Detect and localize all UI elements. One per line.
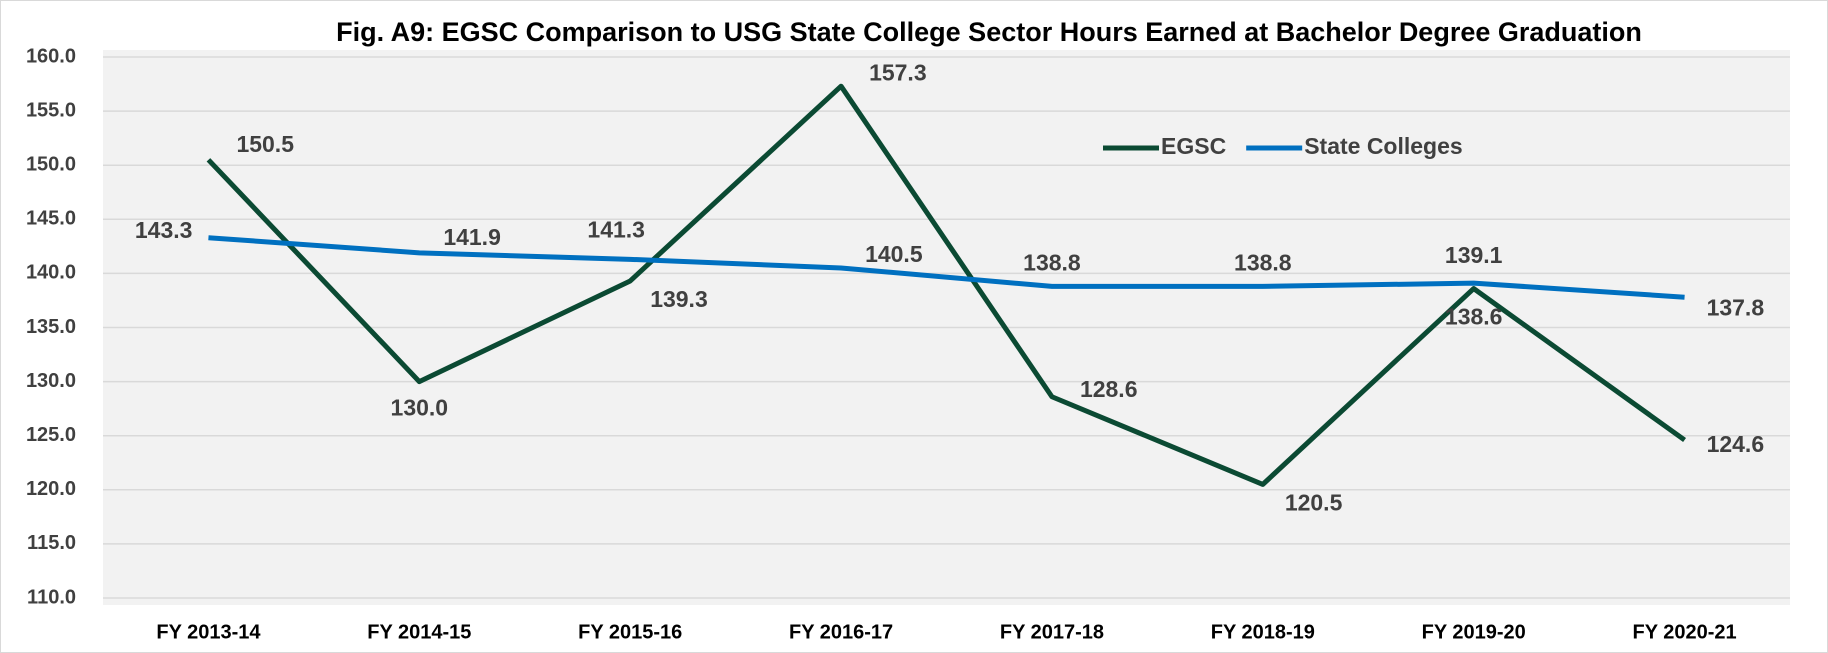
data-label: 120.5 [1285, 489, 1343, 515]
data-label: 140.5 [865, 241, 923, 267]
x-tick-label: FY 2017-18 [1000, 621, 1104, 643]
line [208, 235, 1685, 300]
x-tick-label: FY 2014-15 [367, 621, 471, 643]
chart-title: Fig. A9: EGSC Comparison to USG State Co… [336, 17, 1642, 47]
y-tick-label: 155.0 [26, 99, 76, 121]
data-label: 141.9 [443, 224, 501, 250]
x-tick-label: FY 2013-14 [156, 621, 261, 643]
x-tick-label: FY 2016-17 [789, 621, 893, 643]
y-tick-label: 160.0 [26, 45, 76, 67]
data-label: 128.6 [1080, 376, 1138, 402]
data-label: 138.8 [1234, 249, 1292, 275]
y-tick-label: 110.0 [27, 586, 76, 608]
legend-label: EGSC [1161, 133, 1226, 159]
y-tick-label: 150.0 [26, 153, 76, 175]
y-tick-label: 125.0 [26, 424, 76, 446]
data-label: 157.3 [869, 59, 927, 85]
line [206, 83, 1687, 487]
x-tick-label: FY 2019-20 [1422, 621, 1526, 643]
data-label: 150.5 [236, 131, 294, 157]
data-label: 124.6 [1707, 431, 1765, 457]
data-label: 137.8 [1707, 294, 1765, 320]
y-tick-label: 140.0 [26, 262, 76, 284]
data-label: 143.3 [135, 217, 193, 243]
x-tick-label: FY 2020-21 [1632, 621, 1736, 643]
data-label: 139.3 [650, 286, 708, 312]
data-label: 138.6 [1445, 304, 1503, 330]
x-tick-label: FY 2018-19 [1211, 621, 1315, 643]
data-label: 139.1 [1445, 242, 1503, 268]
legend-label: State Colleges [1304, 133, 1463, 159]
y-tick-label: 120.0 [26, 478, 76, 500]
data-label: 141.3 [587, 216, 645, 242]
y-tick-label: 145.0 [26, 208, 76, 230]
y-tick-label: 135.0 [26, 316, 76, 338]
y-tick-label: 115.0 [27, 532, 76, 554]
y-tick-label: 130.0 [26, 370, 76, 392]
x-tick-label: FY 2015-16 [578, 621, 682, 643]
data-label: 130.0 [391, 395, 449, 421]
data-label: 138.8 [1023, 249, 1081, 275]
